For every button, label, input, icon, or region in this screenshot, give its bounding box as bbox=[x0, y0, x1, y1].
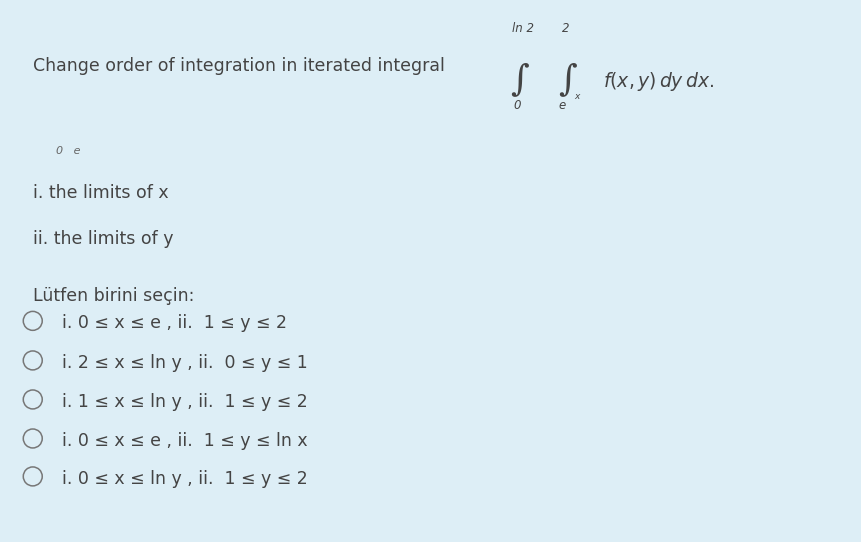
Text: i. 0 ≤ x ≤ e , ii.  1 ≤ y ≤ ln x: i. 0 ≤ x ≤ e , ii. 1 ≤ y ≤ ln x bbox=[62, 432, 307, 450]
Text: $f(x, y)\, dy\, dx.$: $f(x, y)\, dy\, dx.$ bbox=[603, 70, 714, 93]
Text: Change order of integration in iterated integral: Change order of integration in iterated … bbox=[33, 57, 444, 75]
Text: i. 1 ≤ x ≤ ln y , ii.  1 ≤ y ≤ 2: i. 1 ≤ x ≤ ln y , ii. 1 ≤ y ≤ 2 bbox=[62, 393, 307, 411]
Text: x: x bbox=[573, 92, 579, 101]
Text: ∫: ∫ bbox=[510, 62, 529, 96]
Text: e: e bbox=[558, 99, 565, 112]
Text: ii. the limits of y: ii. the limits of y bbox=[33, 230, 177, 248]
Text: 0: 0 bbox=[513, 99, 521, 112]
Text: ∫: ∫ bbox=[558, 62, 577, 96]
Text: i. 0 ≤ x ≤ ln y , ii.  1 ≤ y ≤ 2: i. 0 ≤ x ≤ ln y , ii. 1 ≤ y ≤ 2 bbox=[62, 470, 307, 488]
Text: Lütfen birini seçin:: Lütfen birini seçin: bbox=[33, 287, 194, 305]
Text: i. the limits of x: i. the limits of x bbox=[33, 184, 168, 202]
Text: i. 2 ≤ x ≤ ln y , ii.  0 ≤ y ≤ 1: i. 2 ≤ x ≤ ln y , ii. 0 ≤ y ≤ 1 bbox=[62, 354, 307, 372]
Text: i. 0 ≤ x ≤ e , ii.  1 ≤ y ≤ 2: i. 0 ≤ x ≤ e , ii. 1 ≤ y ≤ 2 bbox=[62, 314, 287, 332]
Text: 0   e: 0 e bbox=[56, 146, 80, 156]
Text: 2: 2 bbox=[561, 22, 569, 35]
Text: ln 2: ln 2 bbox=[511, 22, 534, 35]
